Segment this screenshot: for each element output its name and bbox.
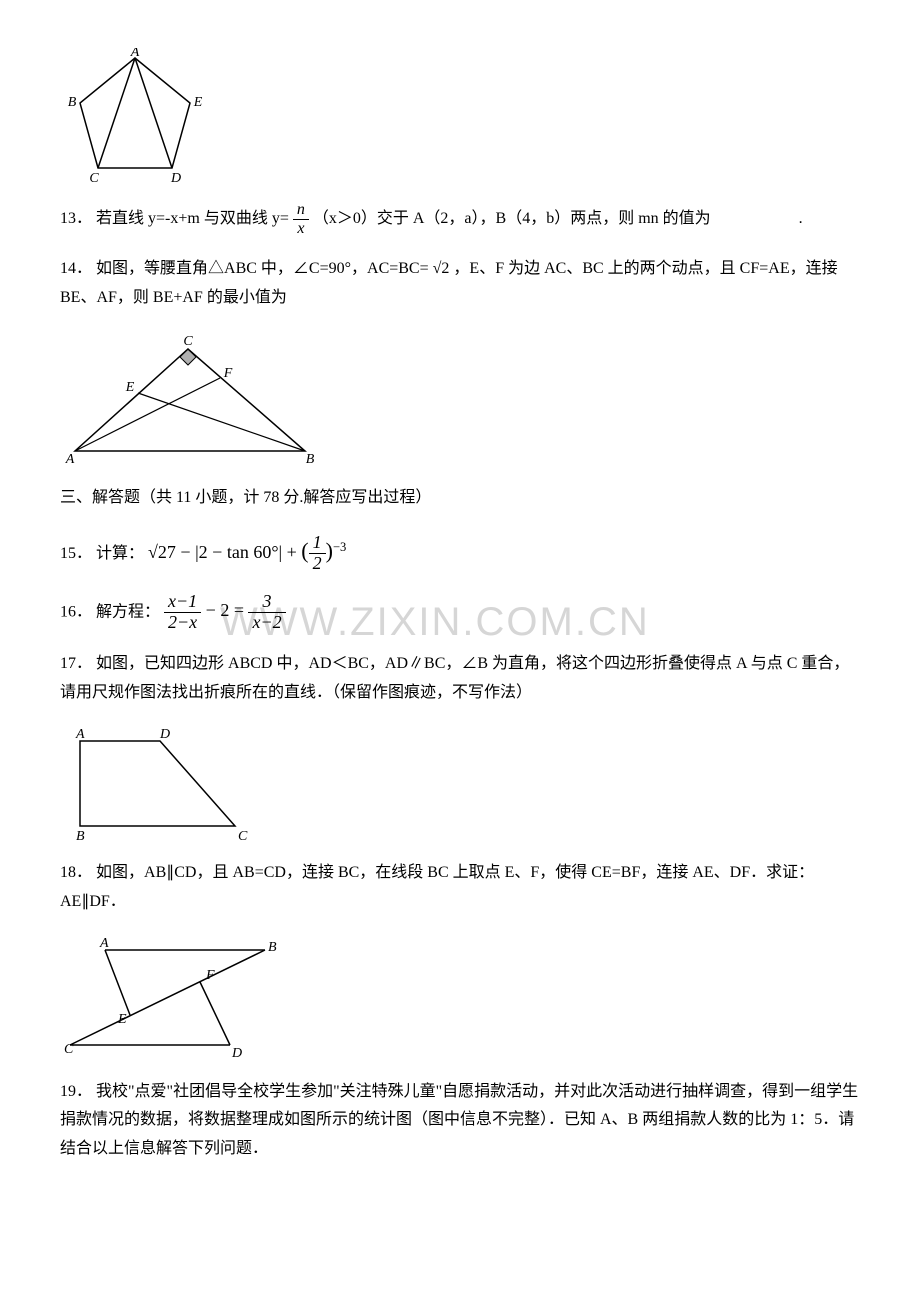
pentagon-label-e: E	[193, 95, 203, 110]
problem-17: 17． 如图，已知四边形 ABCD 中，AD＜BC，AD∥BC，∠B 为直角，将…	[60, 650, 860, 708]
problem-15: 15． 计算： √27 − |2 − tan 60°| + (12)−3	[60, 531, 860, 574]
problem-13: 13． 若直线 y=-x+m 与双曲线 y= n x （x＞0）交于 A（2，a…	[60, 201, 860, 237]
problem-19: 19． 我校"点爱"社团倡导全校学生参加"关注特殊儿童"自愿捐款活动，并对此次活…	[60, 1078, 860, 1164]
q18-number: 18．	[60, 864, 92, 881]
q16-label: 解方程：	[96, 603, 160, 620]
q14-label-b: B	[306, 452, 315, 467]
q18-label-a: A	[99, 936, 109, 951]
problem-18: 18． 如图，AB∥CD，且 AB=CD，连接 BC，在线段 BC 上取点 E、…	[60, 859, 860, 917]
q16-number: 16．	[60, 603, 92, 620]
q18-label-b: B	[268, 940, 277, 955]
q14-label-a: A	[65, 452, 75, 467]
q19-text: 我校"点爱"社团倡导全校学生参加"关注特殊儿童"自愿捐款活动，并对此次活动进行抽…	[60, 1083, 858, 1158]
q18-figure: A B C D E F	[60, 935, 860, 1070]
q13-text-after: （x＞0）交于 A（2，a），B（4，b）两点，则 mn 的值为	[313, 210, 711, 227]
problem-14: 14． 如图，等腰直角△ABC 中，∠C=90°，AC=BC= √2 ，E、F …	[60, 255, 860, 313]
q18-label-e: E	[117, 1012, 127, 1027]
problem-16: 16． 解方程： x−12−x − 2 = 3x−2	[60, 592, 860, 633]
q15-number: 15．	[60, 545, 92, 562]
q17-number: 17．	[60, 655, 92, 672]
q16-expression: x−12−x − 2 = 3x−2	[164, 600, 286, 620]
pentagon-label-d: D	[170, 171, 181, 186]
q15-label: 计算：	[96, 545, 144, 562]
pentagon-figure: A B C D E	[60, 48, 860, 193]
q14-label-c: C	[183, 334, 193, 349]
q18-label-f: F	[205, 968, 215, 983]
q17-label-d: D	[159, 727, 170, 742]
q14-label-f: F	[223, 366, 233, 381]
q17-text: 如图，已知四边形 ABCD 中，AD＜BC，AD∥BC，∠B 为直角，将这个四边…	[60, 655, 849, 701]
q13-number: 13．	[60, 210, 92, 227]
q18-label-d: D	[231, 1046, 242, 1061]
q17-label-c: C	[238, 829, 248, 844]
q13-text-before: 若直线 y=-x+m 与双曲线 y=	[96, 210, 289, 227]
pentagon-label-b: B	[68, 95, 77, 110]
q14-sqrt: √2	[433, 260, 450, 277]
q13-fraction: n x	[293, 201, 309, 237]
q18-text: 如图，AB∥CD，且 AB=CD，连接 BC，在线段 BC 上取点 E、F，使得…	[60, 864, 814, 910]
q17-label-b: B	[76, 829, 85, 844]
q14-label-e: E	[125, 380, 135, 395]
section-3-title: 三、解答题（共 11 小题，计 78 分.解答应写出过程）	[60, 484, 860, 513]
q17-label-a: A	[75, 727, 85, 742]
q17-figure: A D B C	[60, 726, 860, 851]
q15-expression: √27 − |2 − tan 60°| + (12)−3	[148, 542, 346, 562]
q14-text-before: 如图，等腰直角△ABC 中，∠C=90°，AC=BC=	[96, 260, 429, 277]
q14-figure: C A B E F	[60, 331, 860, 476]
pentagon-label-c: C	[89, 171, 99, 186]
q19-number: 19．	[60, 1083, 92, 1100]
pentagon-label-a: A	[130, 48, 140, 60]
q14-number: 14．	[60, 260, 92, 277]
q18-label-c: C	[64, 1042, 74, 1057]
q13-trailing: .	[799, 210, 803, 227]
